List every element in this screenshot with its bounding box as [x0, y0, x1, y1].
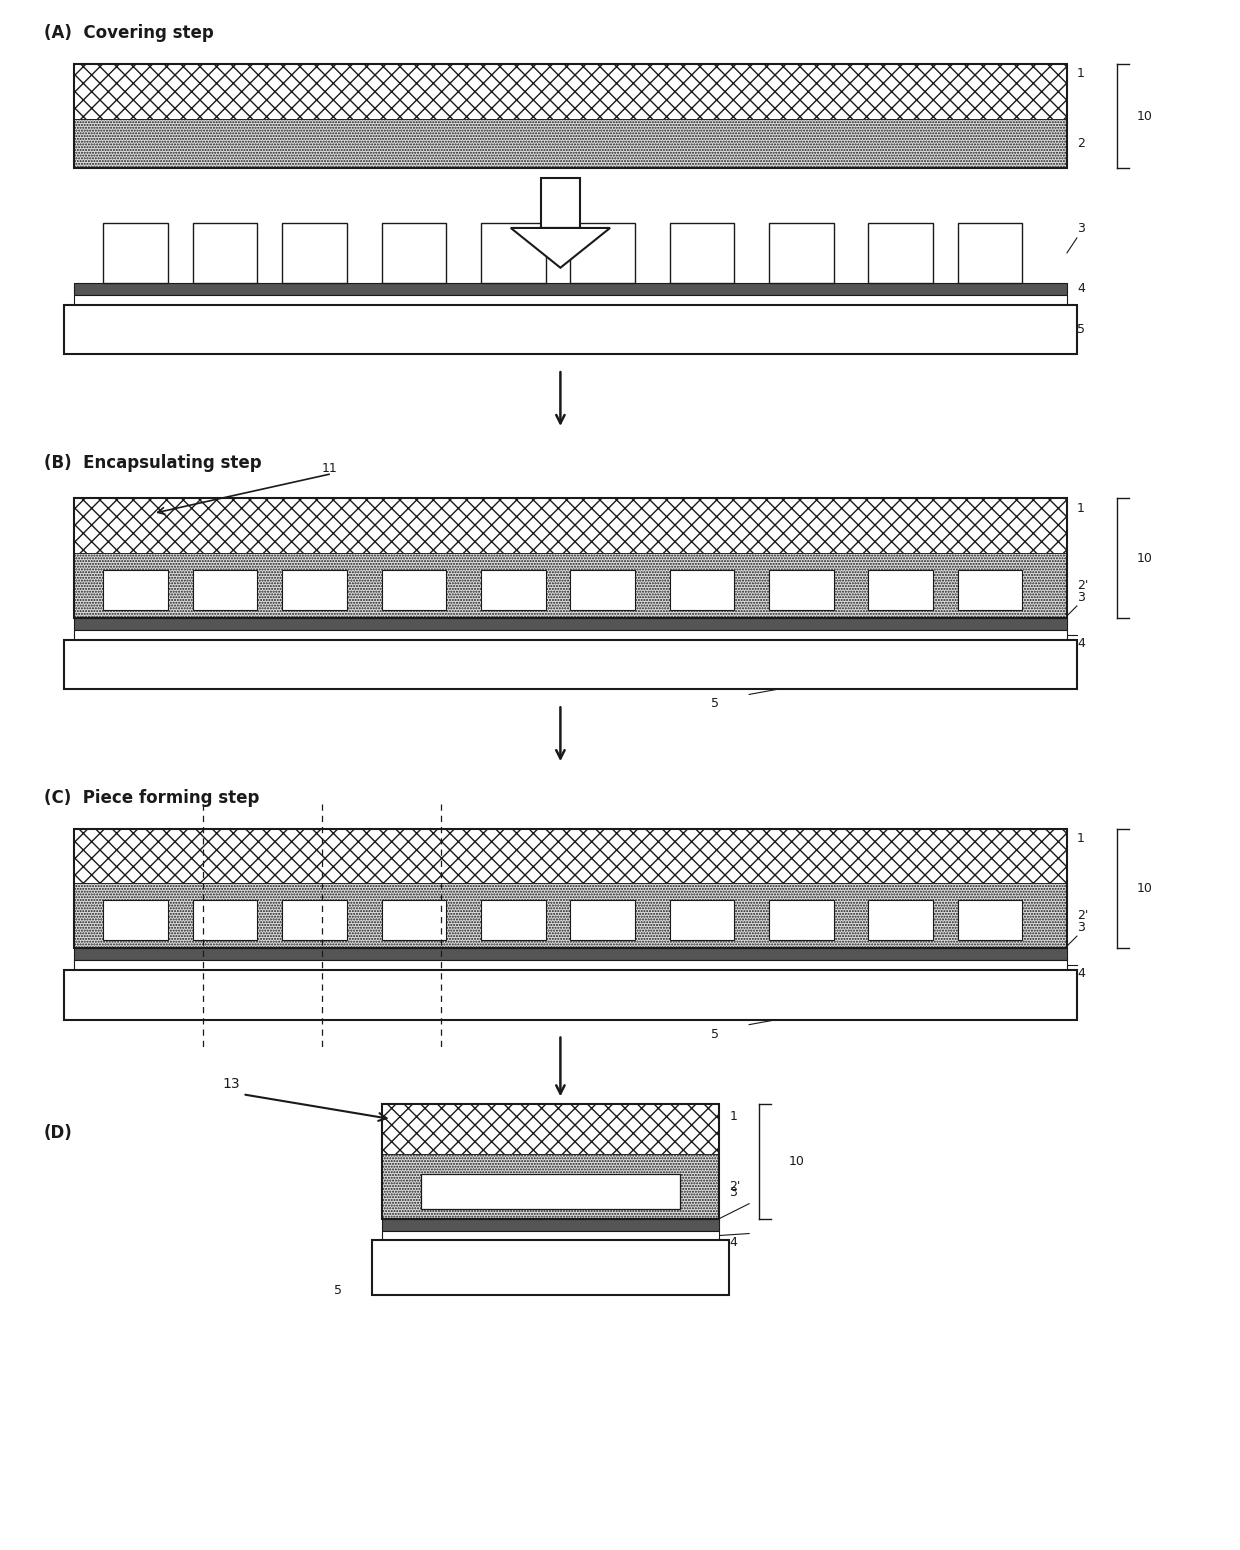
- Text: 1: 1: [1076, 502, 1085, 515]
- Bar: [103, 901, 169, 941]
- Text: 1: 1: [729, 1110, 737, 1122]
- Bar: [481, 570, 546, 609]
- Text: 4: 4: [729, 1235, 737, 1248]
- Text: 4: 4: [1076, 282, 1085, 294]
- Text: 10: 10: [789, 1155, 805, 1167]
- Bar: [570, 901, 635, 941]
- Text: (B)  Encapsulating step: (B) Encapsulating step: [43, 454, 262, 471]
- Bar: [382, 1231, 719, 1240]
- Bar: [283, 901, 347, 941]
- Bar: [193, 901, 258, 941]
- Text: 10: 10: [1137, 882, 1152, 894]
- Text: 2': 2': [1076, 580, 1089, 592]
- Bar: [570, 570, 635, 609]
- Bar: [481, 901, 546, 941]
- Bar: [541, 178, 580, 228]
- Bar: [63, 640, 1076, 690]
- Bar: [382, 901, 446, 941]
- Text: 3: 3: [729, 1186, 737, 1198]
- Bar: [63, 970, 1076, 1020]
- Bar: [73, 499, 1066, 553]
- Text: 2: 2: [1076, 136, 1085, 150]
- Text: 5: 5: [712, 1028, 719, 1040]
- Bar: [73, 959, 1066, 970]
- Bar: [103, 570, 169, 609]
- Bar: [382, 1104, 719, 1153]
- Text: 13: 13: [223, 1077, 241, 1091]
- Bar: [868, 570, 932, 609]
- Text: 3: 3: [1076, 921, 1085, 935]
- Bar: [868, 223, 932, 282]
- Text: 5: 5: [334, 1283, 342, 1297]
- Bar: [73, 629, 1066, 640]
- Bar: [73, 883, 1066, 949]
- Text: 1: 1: [1076, 67, 1085, 81]
- Text: 2': 2': [1076, 910, 1089, 922]
- Bar: [73, 64, 1066, 118]
- Bar: [769, 223, 833, 282]
- Bar: [570, 223, 635, 282]
- Bar: [957, 223, 1022, 282]
- Bar: [193, 223, 258, 282]
- Text: 5: 5: [1076, 322, 1085, 336]
- Bar: [73, 949, 1066, 959]
- Text: 4: 4: [1076, 637, 1085, 649]
- Bar: [372, 1240, 729, 1296]
- Text: 11: 11: [322, 462, 337, 476]
- Text: 5: 5: [712, 698, 719, 710]
- Text: 2': 2': [729, 1180, 740, 1194]
- Text: 4: 4: [1076, 967, 1085, 980]
- Text: (A)  Covering step: (A) Covering step: [43, 25, 213, 42]
- Bar: [73, 118, 1066, 169]
- Bar: [382, 1218, 719, 1231]
- Bar: [382, 1153, 719, 1218]
- Bar: [481, 223, 546, 282]
- Text: 3: 3: [1076, 591, 1085, 604]
- Bar: [382, 223, 446, 282]
- Bar: [103, 223, 169, 282]
- Bar: [422, 1173, 680, 1209]
- Bar: [670, 570, 734, 609]
- Bar: [63, 304, 1076, 355]
- Bar: [382, 570, 446, 609]
- Bar: [868, 901, 932, 941]
- Bar: [283, 570, 347, 609]
- Bar: [769, 570, 833, 609]
- Text: (C)  Piece forming step: (C) Piece forming step: [43, 789, 259, 808]
- Bar: [73, 553, 1066, 618]
- Bar: [283, 223, 347, 282]
- Bar: [73, 294, 1066, 304]
- Bar: [73, 64, 1066, 169]
- Bar: [73, 618, 1066, 629]
- Bar: [957, 570, 1022, 609]
- Bar: [73, 829, 1066, 883]
- Text: (D): (D): [43, 1124, 73, 1142]
- Bar: [193, 570, 258, 609]
- Text: 10: 10: [1137, 110, 1152, 122]
- Bar: [957, 901, 1022, 941]
- Bar: [670, 223, 734, 282]
- Bar: [73, 282, 1066, 294]
- Text: 3: 3: [1076, 222, 1085, 236]
- Text: 1: 1: [1076, 832, 1085, 845]
- Bar: [73, 829, 1066, 949]
- Bar: [670, 901, 734, 941]
- Bar: [73, 499, 1066, 618]
- Polygon shape: [511, 228, 610, 268]
- Text: 10: 10: [1137, 552, 1152, 564]
- Bar: [769, 901, 833, 941]
- Bar: [382, 1104, 719, 1218]
